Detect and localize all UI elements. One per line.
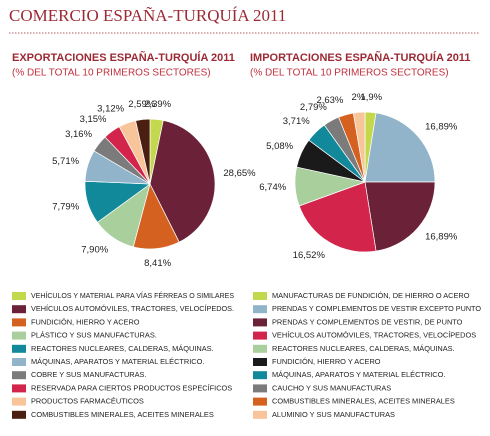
legend-swatch <box>12 318 26 327</box>
chart-title: EXPORTACIONES ESPAÑA-TURQUÍA 2011 <box>12 51 235 64</box>
data-label: 3,12% <box>97 104 124 115</box>
legend-swatch <box>12 410 26 419</box>
chart-subtitle: (% DEL TOTAL 10 PRIMEROS SECTORES) <box>12 68 211 79</box>
legend-swatch <box>253 344 267 353</box>
data-label: 2,63% <box>316 95 343 106</box>
legend-label: VEHÍCULOS AUTOMÓVILES, TRACTORES, VELOCÍ… <box>31 304 234 313</box>
legend-swatch <box>12 331 26 340</box>
data-label: 1,9% <box>360 92 382 103</box>
legend-swatch <box>12 397 26 406</box>
legend-swatch <box>12 384 26 393</box>
data-label: 7,79% <box>52 202 79 213</box>
legend-swatch <box>253 410 267 419</box>
legend-swatch <box>253 371 267 380</box>
legend-label: REACTORES NUCLEARES, CALDERAS, MÁQUINAS. <box>272 344 455 353</box>
legend-label: COBRE Y SUS MANUFACTURAS. <box>31 370 147 379</box>
legend-swatch <box>253 397 267 406</box>
pie-slice <box>364 112 436 183</box>
legend-label: CAUCHO Y SUS MANUFACTURAS <box>272 383 391 392</box>
data-label: 2,39% <box>144 99 171 110</box>
data-label: 2,59% <box>128 99 155 110</box>
chart-subtitle: (% DEL TOTAL 10 PRIMEROS SECTORES) <box>250 68 449 79</box>
legend-swatch <box>253 292 267 300</box>
data-label: 16,52% <box>293 250 326 261</box>
legend-label: FUNDICIÓN, HIERRO Y ACERO <box>272 357 381 366</box>
legend-label: MANUFACTURAS DE FUNDICIÓN, DE HIERRO O A… <box>272 291 470 300</box>
legend-swatch <box>253 318 267 327</box>
legend-label: REACTORES NUCLEARES, CALDERAS, MÁQUINAS. <box>31 344 214 353</box>
legend-swatch <box>253 305 267 314</box>
data-label: 28,65% <box>223 168 256 179</box>
legend-label: FUNDICIÓN, HIERRO Y ACERO <box>31 317 140 326</box>
data-label: 3,71% <box>283 116 310 127</box>
legend-label: COMBUSTIBLES MINERALES, ACEITES MINERALE… <box>31 410 214 419</box>
legend-label: PRENDAS Y COMPLEMENTOS DE VESTIR EXCEPTO… <box>272 304 481 313</box>
legend-label: PRODUCTOS FARMACÉUTICOS <box>31 397 144 406</box>
page-title: COMERCIO ESPAÑA-TURQUÍA 2011 <box>9 6 286 25</box>
pie-slice <box>352 111 366 183</box>
legend-label: PLÁSTICO Y SUS MANUFACTURAS. <box>31 331 157 340</box>
legend-label: VEHÍCULOS AUTOMÓVILES, TRACTORES, VELOCÍ… <box>272 331 476 340</box>
data-label: 16,89% <box>425 232 458 243</box>
pie-slice <box>135 118 151 185</box>
legend-swatch <box>253 331 267 340</box>
data-label: 6,74% <box>259 182 286 193</box>
data-label: 7,90% <box>81 245 108 256</box>
legend-label: VEHÍCULOS Y MATERIAL PARA VÍAS FÉRREAS O… <box>31 291 234 300</box>
data-label: 2% <box>352 92 366 103</box>
legend-label: COMBUSTIBLES MINERALES, ACEITES MINERALE… <box>272 397 455 406</box>
legend-swatch <box>12 371 26 380</box>
legend-swatch <box>12 358 26 366</box>
legend-label: ALUMINIO Y SUS MANUFACTURAS <box>272 410 395 419</box>
legend-label: RESERVADA PARA CIERTOS PRODUCTOS ESPECÍF… <box>31 383 232 392</box>
pie-slice <box>364 181 436 252</box>
data-label: 3,15% <box>80 114 107 125</box>
legend-swatch <box>12 344 26 353</box>
data-label: 5,08% <box>266 141 293 152</box>
legend-swatch <box>253 358 267 366</box>
data-label: 5,71% <box>52 156 79 167</box>
pie-slice <box>149 119 216 243</box>
legend-label: MÁQUINAS, APARATOS Y MATERIAL ELÉCTRICO. <box>272 370 445 379</box>
legend-label: MÁQUINAS, APARATOS Y MATERIAL ELÉCTRICO. <box>31 357 204 366</box>
data-label: 16,89% <box>425 121 458 132</box>
data-label: 3,16% <box>65 129 92 140</box>
legend-swatch <box>12 292 26 300</box>
chart-title: IMPORTACIONES ESPAÑA-TURQUÍA 2011 <box>250 51 470 64</box>
data-label: 2,79% <box>300 102 327 113</box>
data-label: 8,41% <box>144 258 171 269</box>
legend-swatch <box>12 305 26 314</box>
legend-label: PRENDAS Y COMPLEMENTOS DE VESTIR, DE PUN… <box>272 317 463 326</box>
legend-swatch <box>253 384 267 393</box>
pie-slice <box>298 181 377 253</box>
